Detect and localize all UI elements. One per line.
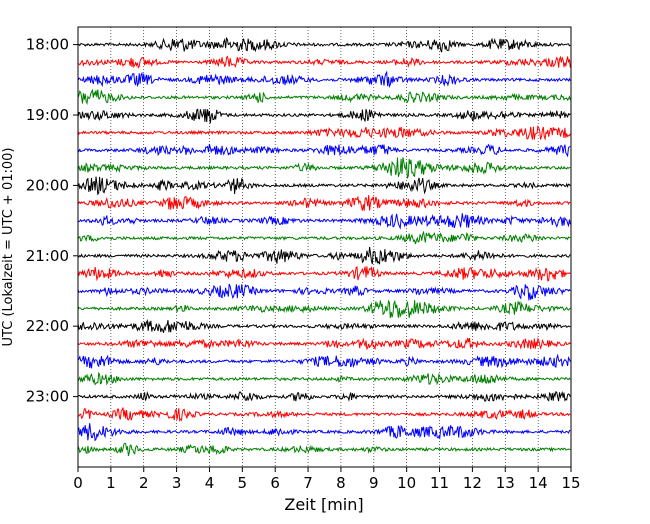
trace-line: [77, 88, 571, 106]
x-tick-label: 13: [496, 474, 515, 492]
y-axis-label: UTC (Lokalzeit = UTC + 01:00): [1, 148, 16, 347]
x-tick-label: 3: [172, 474, 182, 492]
trace-line: [77, 246, 571, 265]
trace-line: [77, 371, 571, 386]
trace-line: [77, 176, 571, 196]
grid-lines: [110, 27, 539, 467]
trace-line: [77, 55, 571, 69]
y-tick-label: 23:00: [26, 388, 69, 406]
x-tick-label: 4: [205, 474, 215, 492]
x-tick-label: 14: [529, 474, 548, 492]
y-tick-label: 18:00: [26, 36, 69, 54]
trace-line: [77, 230, 571, 245]
trace-line: [77, 108, 571, 124]
trace-line: [77, 337, 571, 351]
tick-layer: 0 1 2 3 4 5 6 7 8 9 10 11 12 13 14 1518:0019:0020:0021:…: [26, 36, 581, 492]
trace-line: [77, 353, 571, 369]
x-tick-label: 10: [397, 474, 416, 492]
trace-line: [77, 283, 571, 301]
x-tick-label: 2: [139, 474, 149, 492]
x-tick-label: 1: [106, 474, 116, 492]
x-tick-label: 7: [303, 474, 313, 492]
trace-line: [77, 407, 571, 423]
trace-line: [77, 213, 571, 230]
trace-layer: [77, 36, 571, 457]
x-tick-label: 0: [73, 474, 83, 492]
y-tick-label: 21:00: [26, 247, 69, 265]
y-tick-label: 20:00: [26, 176, 69, 194]
trace-line: [77, 319, 571, 333]
trace-line: [77, 423, 571, 442]
x-tick-label: 15: [561, 474, 580, 492]
plot-frame: [77, 26, 572, 468]
x-tick-label: 6: [270, 474, 280, 492]
x-axis-label: Zeit [min]: [284, 495, 363, 514]
x-tick-label: 12: [463, 474, 482, 492]
trace-line: [77, 442, 571, 457]
x-tick-label: 8: [336, 474, 346, 492]
trace-line: [77, 157, 571, 179]
y-tick-label: 19:00: [26, 106, 69, 124]
trace-line: [77, 143, 571, 158]
trace-line: [77, 299, 571, 319]
x-tick-label: 9: [369, 474, 379, 492]
trace-line: [77, 124, 571, 141]
y-tick-label: 22:00: [26, 317, 69, 335]
trace-line: [77, 36, 571, 53]
trace-line: [77, 390, 571, 402]
trace-line: [77, 70, 571, 89]
trace-line: [77, 265, 571, 282]
trace-line: [77, 195, 571, 211]
x-tick-label: 11: [430, 474, 449, 492]
x-tick-label: 5: [238, 474, 248, 492]
